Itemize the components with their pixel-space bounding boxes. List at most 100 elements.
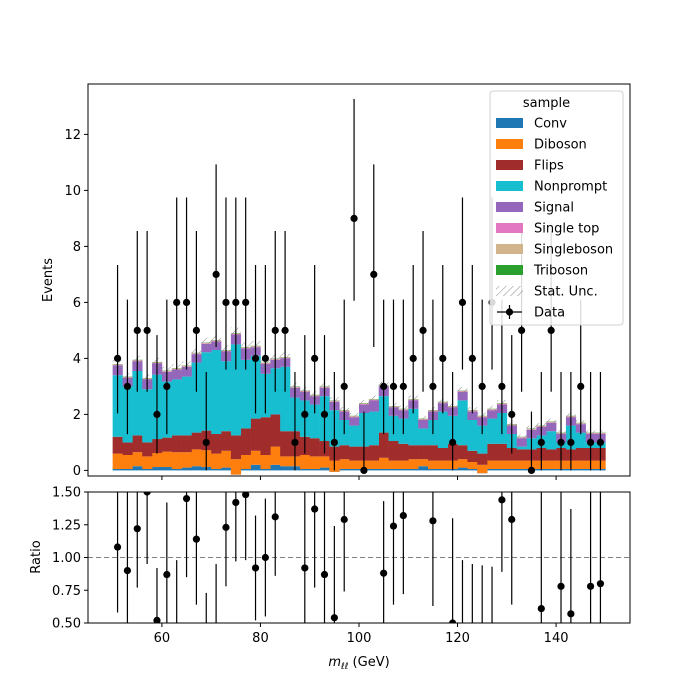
ratio-point: [498, 496, 506, 504]
bar-conv: [546, 469, 557, 471]
bar-nonprompt: [437, 411, 448, 448]
data-point: [153, 410, 161, 418]
data-point: [508, 410, 516, 418]
bar-diboson: [221, 450, 232, 468]
data-point: [173, 298, 181, 306]
y-tick-label: 2: [73, 408, 81, 423]
bar-diboson: [398, 460, 409, 469]
bar-flips: [398, 443, 409, 461]
y-tick-label: 10: [64, 184, 81, 199]
bar-diboson: [427, 460, 439, 469]
data-point: [271, 326, 279, 334]
bar-conv: [309, 469, 320, 471]
bar-nonprompt: [240, 359, 251, 429]
data-point: [281, 326, 289, 334]
bar-diboson: [477, 464, 488, 474]
bar-conv: [319, 467, 330, 471]
bar-conv: [112, 469, 123, 471]
bar-diboson: [467, 462, 478, 469]
ratio-point: [557, 582, 565, 590]
bar-conv: [161, 467, 173, 471]
bar-diboson: [487, 460, 498, 469]
y-tick-label: 4: [73, 352, 81, 367]
bar-diboson: [457, 459, 468, 468]
data-point: [143, 326, 151, 334]
data-point: [330, 438, 338, 446]
legend-label: Data: [534, 306, 565, 321]
bar-diboson: [280, 456, 291, 467]
bar-flips: [171, 435, 182, 453]
ratio-point: [133, 525, 141, 533]
ratio-point: [301, 564, 309, 572]
stat-unc-bin: [457, 386, 468, 395]
bar-conv: [299, 469, 311, 471]
bar-flips: [457, 445, 468, 460]
bar-conv: [152, 467, 163, 471]
legend-label: Signal: [534, 201, 574, 216]
data-point: [409, 354, 417, 362]
legend-label: Flips: [534, 159, 564, 174]
legend: sample Conv Diboson Flips Nonprompt Signal Sin…: [489, 90, 624, 326]
legend-label: Nonprompt: [534, 180, 607, 195]
bar-diboson: [112, 453, 123, 469]
data-point: [468, 354, 476, 362]
bar-signal: [359, 404, 370, 413]
ratio-point: [311, 505, 319, 513]
bar-nonprompt: [171, 379, 182, 436]
data-point: [202, 438, 210, 446]
bar-flips: [467, 450, 478, 462]
bar-nonprompt: [132, 371, 143, 436]
data-point: [557, 438, 565, 446]
bar-flips: [427, 445, 439, 461]
bar-flips: [477, 453, 488, 465]
legend-label: Triboson: [533, 264, 588, 279]
data-point: [350, 214, 358, 222]
bar-diboson: [191, 449, 202, 467]
y-tick-label: 12: [64, 128, 81, 143]
bar-signal: [349, 417, 360, 426]
data-point: [123, 382, 132, 390]
bar-diboson: [339, 459, 350, 469]
data-point: [380, 382, 388, 390]
bar-flips: [575, 448, 586, 461]
ratio-point: [399, 511, 407, 520]
ratio-point: [153, 616, 161, 623]
bar-diboson: [309, 456, 320, 469]
data-point: [389, 382, 398, 390]
ratio-y-tick-label: 0.50: [52, 617, 81, 632]
bar-diboson: [270, 446, 281, 465]
bar-flips: [487, 443, 498, 461]
ratio-point: [261, 553, 269, 562]
ratio-point: [123, 567, 132, 575]
bar-conv: [240, 469, 251, 471]
bar-signal: [181, 366, 192, 377]
main-y-axis-label: Events: [41, 258, 56, 302]
data-point: [301, 410, 309, 418]
bar-diboson: [260, 455, 271, 469]
legend-label: Diboson: [534, 138, 587, 153]
bar-flips: [122, 442, 133, 455]
x-axis-label-unit: (GeV): [348, 655, 389, 670]
bar-diboson: [152, 453, 163, 468]
bar-signal: [467, 411, 478, 420]
bar-conv: [171, 469, 182, 471]
data-point: [222, 298, 230, 306]
bar-diboson: [506, 460, 517, 469]
bar-nonprompt: [477, 425, 488, 454]
bar-flips: [496, 443, 508, 461]
bar-flips: [211, 434, 222, 454]
bar-nonprompt: [575, 432, 586, 448]
ratio-point: [232, 498, 240, 507]
data-point: [291, 438, 299, 446]
ratio-point: [182, 494, 191, 503]
bar-diboson: [546, 460, 557, 469]
bar-signal: [516, 438, 527, 447]
ratio-point: [340, 515, 348, 524]
bar-nonprompt: [457, 400, 468, 446]
data-point: [311, 354, 319, 362]
data-point: [399, 382, 407, 390]
bar-conv: [418, 466, 429, 471]
bar-flips: [418, 445, 429, 460]
legend-swatch: [496, 139, 523, 149]
data-point: [182, 298, 191, 306]
